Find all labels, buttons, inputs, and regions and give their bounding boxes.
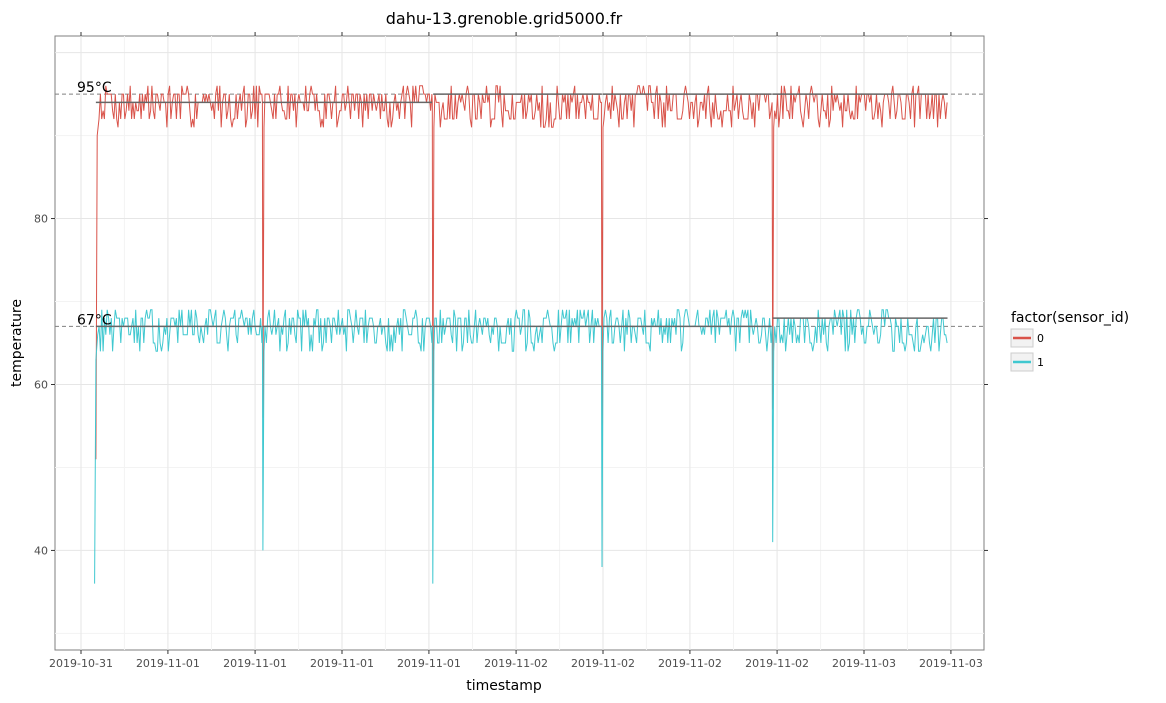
- legend-label-0: 0: [1037, 332, 1044, 345]
- x-axis: 2019-10-31 2019-11-01 2019-11-01 2019-11-01…: [49, 32, 983, 670]
- x-tick-label: 2019-11-02: [658, 657, 722, 670]
- series-line-0: [95, 85, 948, 460]
- reference-label: 95°C: [77, 80, 112, 96]
- x-tick-label: 2019-11-03: [919, 657, 983, 670]
- x-tick-label: 2019-10-31: [49, 657, 113, 670]
- legend-label-1: 1: [1037, 356, 1044, 369]
- x-tick-label: 2019-11-02: [484, 657, 548, 670]
- x-tick-label: 2019-11-02: [745, 657, 809, 670]
- x-tick-label: 2019-11-01: [136, 657, 200, 670]
- plot-panel: [54, 35, 985, 651]
- y-axis-title: temperature: [9, 299, 25, 387]
- x-axis-title: timestamp: [466, 678, 542, 694]
- chart-title: dahu-13.grenoble.grid5000.fr: [386, 9, 623, 28]
- x-tick-label: 2019-11-03: [832, 657, 896, 670]
- legend-title: factor(sensor_id): [1011, 310, 1129, 326]
- mean-lines: [95, 93, 948, 328]
- reference-label: 67°C: [77, 312, 112, 328]
- y-axis: 40 60 80: [34, 213, 988, 557]
- x-tick-label: 2019-11-01: [223, 657, 287, 670]
- y-tick-label: 80: [34, 213, 48, 226]
- y-tick-label: 60: [34, 378, 48, 391]
- y-tick-label: 40: [34, 544, 48, 557]
- reference-labels: 95°C 67°C: [77, 80, 112, 328]
- x-tick-label: 2019-11-01: [397, 657, 461, 670]
- x-tick-label: 2019-11-02: [571, 657, 635, 670]
- x-tick-label: 2019-11-01: [310, 657, 374, 670]
- legend: factor(sensor_id) 0 1: [1010, 310, 1129, 372]
